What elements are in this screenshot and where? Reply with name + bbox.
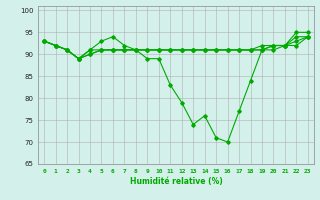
X-axis label: Humidité relative (%): Humidité relative (%) [130,177,222,186]
